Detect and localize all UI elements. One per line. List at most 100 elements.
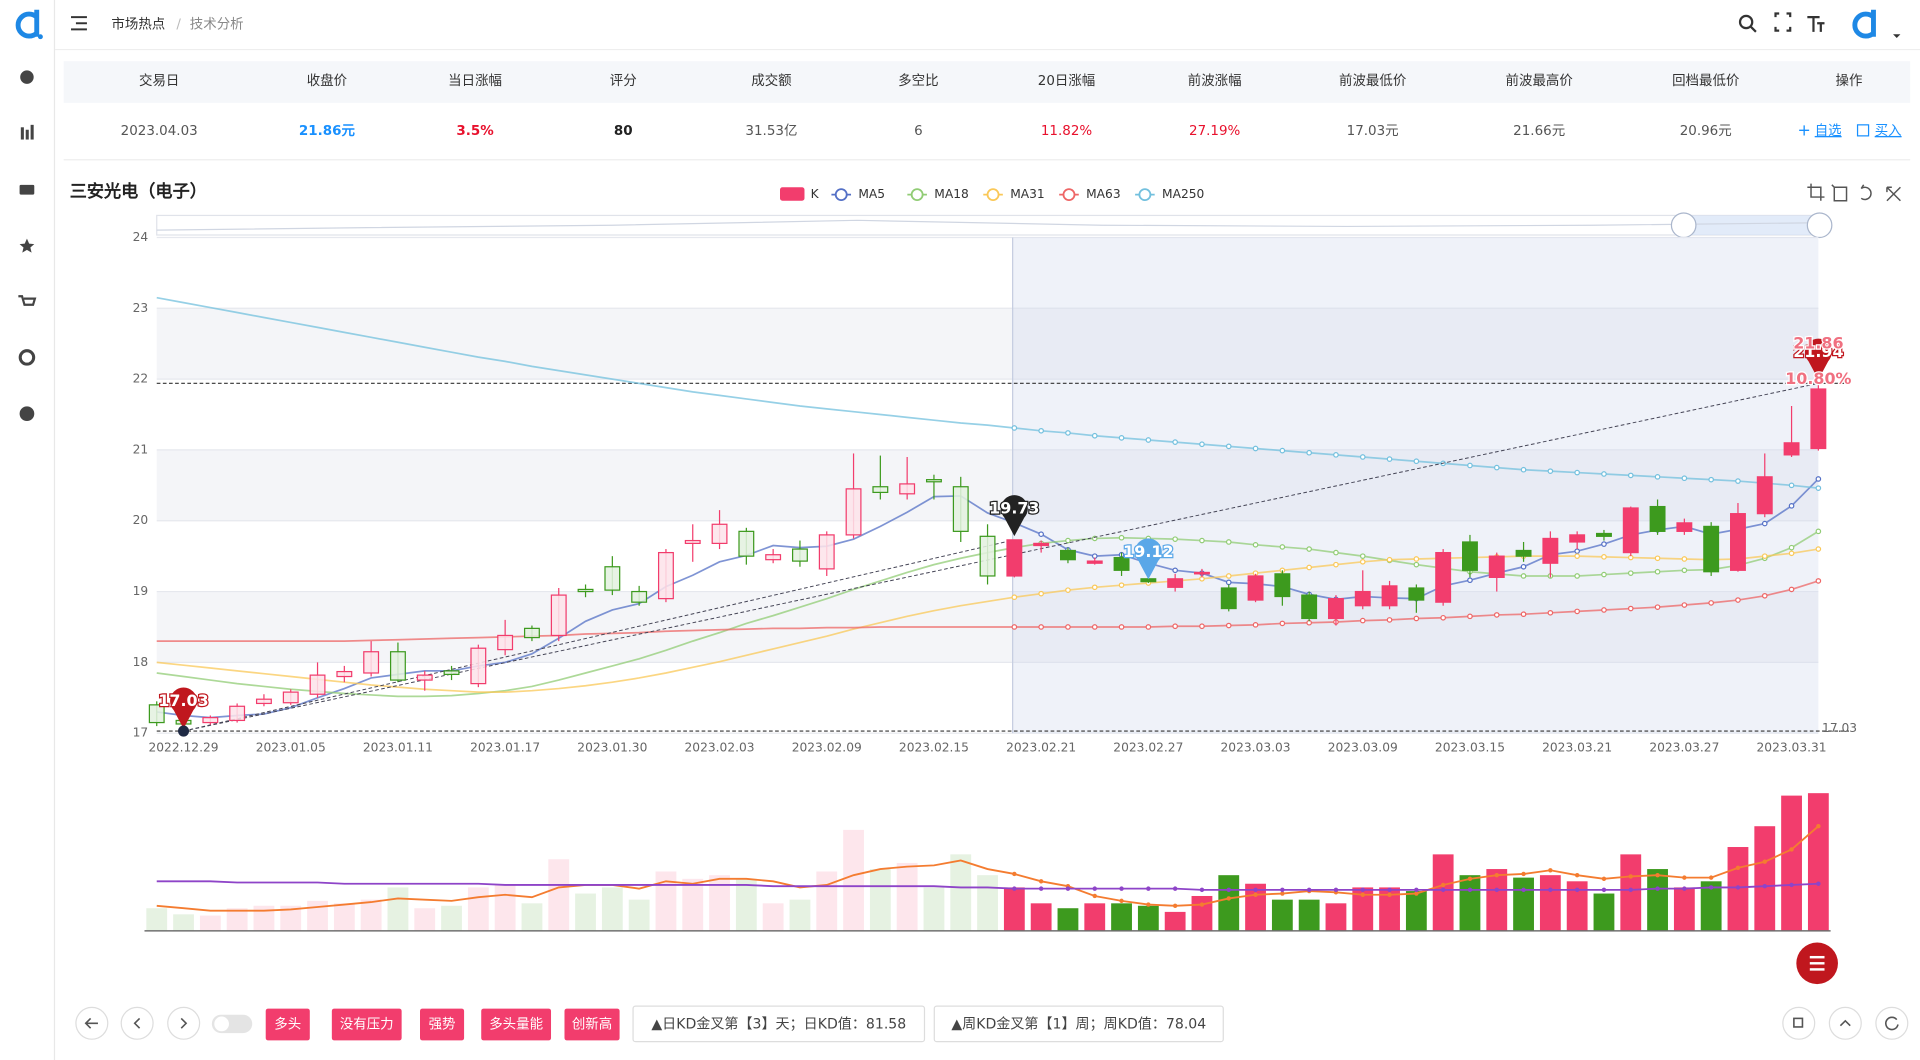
volume-ma-point <box>1199 887 1205 893</box>
ma-point <box>1091 584 1098 591</box>
volume-ma-point <box>1092 886 1097 891</box>
candle-body <box>309 674 326 695</box>
volume-bar <box>333 903 355 931</box>
volume-ma-point <box>1467 887 1473 893</box>
signal-tag[interactable] <box>564 1008 620 1041</box>
signal-tag[interactable] <box>420 1008 465 1041</box>
candle-body <box>604 566 621 591</box>
tool-zoom[interactable] <box>1807 183 1825 201</box>
candle-body-tint <box>202 717 218 723</box>
menu-toggle[interactable] <box>71 16 87 31</box>
ma-point <box>1252 541 1259 548</box>
avatar-caret[interactable] <box>1893 34 1901 38</box>
volume-ma-point <box>1038 879 1044 884</box>
volume-ma-point <box>1548 868 1553 873</box>
icon-palette[interactable] <box>19 406 35 422</box>
icon-star[interactable] <box>19 238 35 253</box>
y-tick-label: 22 <box>133 372 149 386</box>
volume-ma-point <box>1387 892 1392 897</box>
refresh-button[interactable] <box>1875 1006 1909 1040</box>
volume-ma-line <box>156 825 1819 912</box>
candle-body <box>497 634 514 651</box>
signal-tag[interactable] <box>481 1008 552 1041</box>
volume-ma-point <box>1414 891 1419 896</box>
ma-point <box>1333 549 1339 556</box>
nav-next[interactable] <box>167 1006 201 1040</box>
candle-body-tint <box>980 536 995 576</box>
nav-prev[interactable] <box>120 1006 154 1040</box>
legend-swatch <box>834 188 848 202</box>
volume-ma-point <box>1199 902 1205 907</box>
logo[interactable] <box>15 9 43 40</box>
breadcrumb-item[interactable]: 市场热点 <box>111 15 165 32</box>
signal-tag[interactable] <box>331 1008 402 1041</box>
icon-news[interactable] <box>19 184 35 195</box>
zoom-handles[interactable] <box>1670 212 1833 239</box>
candle-body <box>925 479 942 483</box>
action-link[interactable]: 自选 <box>1815 123 1842 139</box>
ma-point <box>1654 555 1661 562</box>
topbar-tools[interactable] <box>1738 12 1825 33</box>
ma-point <box>1172 567 1178 574</box>
candle-body <box>1542 537 1559 564</box>
search-icon[interactable] <box>1738 14 1754 30</box>
volume-ma-point <box>1119 886 1124 891</box>
ma-point <box>1520 466 1527 473</box>
signal-tag[interactable] <box>265 1008 310 1041</box>
volume-ma-point <box>1574 887 1580 893</box>
candle-body-tint <box>631 591 647 603</box>
volume-bar <box>1432 854 1454 931</box>
candle-body <box>1381 585 1398 607</box>
y-tick-label: 17 <box>133 726 149 740</box>
volume-bar <box>1352 887 1374 931</box>
candle-body <box>1703 525 1720 573</box>
volume-bar <box>789 899 811 931</box>
volume-ma-point <box>1065 886 1071 891</box>
ma-point <box>1359 553 1366 559</box>
volume-bar <box>1137 905 1159 931</box>
volume-ma-point <box>1601 876 1607 882</box>
candle-body-tint <box>738 531 754 557</box>
chart-toolbox[interactable] <box>1807 183 1901 202</box>
candle-body <box>1783 442 1800 456</box>
candle-body <box>1113 556 1130 571</box>
table: 交易日 收盘价 当日涨幅 评分 成交额 多空比 20日涨幅 前波涨幅 前波最低价 前波最高价 回档最… <box>121 72 1902 140</box>
candle-body <box>1086 560 1103 564</box>
font-size-icon[interactable] <box>1807 16 1825 32</box>
nav-buttons[interactable] <box>75 1006 1909 1040</box>
top-button[interactable] <box>1828 1006 1862 1040</box>
tool-restore[interactable] <box>1831 184 1848 202</box>
sidebar-icons[interactable] <box>18 70 37 422</box>
icon-cart[interactable] <box>18 295 37 306</box>
ma-point <box>1252 445 1259 452</box>
end-note: 10.80% <box>1785 369 1851 388</box>
candle-body <box>363 651 380 674</box>
price-marker <box>1804 338 1832 380</box>
volume-bar <box>1781 795 1802 931</box>
fullscreen-icon[interactable] <box>1774 12 1792 32</box>
icon-target[interactable] <box>18 349 36 366</box>
volume-bar <box>1325 903 1347 931</box>
ma-point <box>1815 578 1822 584</box>
copy-button[interactable] <box>1782 1006 1816 1040</box>
icon-globe[interactable] <box>20 70 34 84</box>
volume-ma-point <box>1146 886 1151 891</box>
ma-point <box>1413 556 1420 562</box>
tool-refresh[interactable] <box>1860 184 1872 201</box>
icon-chart[interactable] <box>20 127 24 140</box>
action-icon <box>1856 124 1870 137</box>
ma-point <box>1654 604 1661 610</box>
ma-point <box>1708 600 1714 606</box>
action-link[interactable]: 买入 <box>1875 123 1902 139</box>
candle-body-tint <box>873 486 888 493</box>
marker-label: 17.03 <box>158 691 208 710</box>
ma-point <box>1065 430 1071 436</box>
volume-ma-point <box>1682 875 1687 880</box>
table-cell: 21.86元 <box>299 123 356 139</box>
zoom-window[interactable] <box>1683 215 1820 236</box>
avatar[interactable] <box>1852 9 1876 39</box>
ma-point <box>1199 441 1205 448</box>
table-header-cell: 收盘价 <box>307 72 348 89</box>
tool-save[interactable] <box>1886 186 1901 202</box>
ma-point <box>1735 597 1741 603</box>
